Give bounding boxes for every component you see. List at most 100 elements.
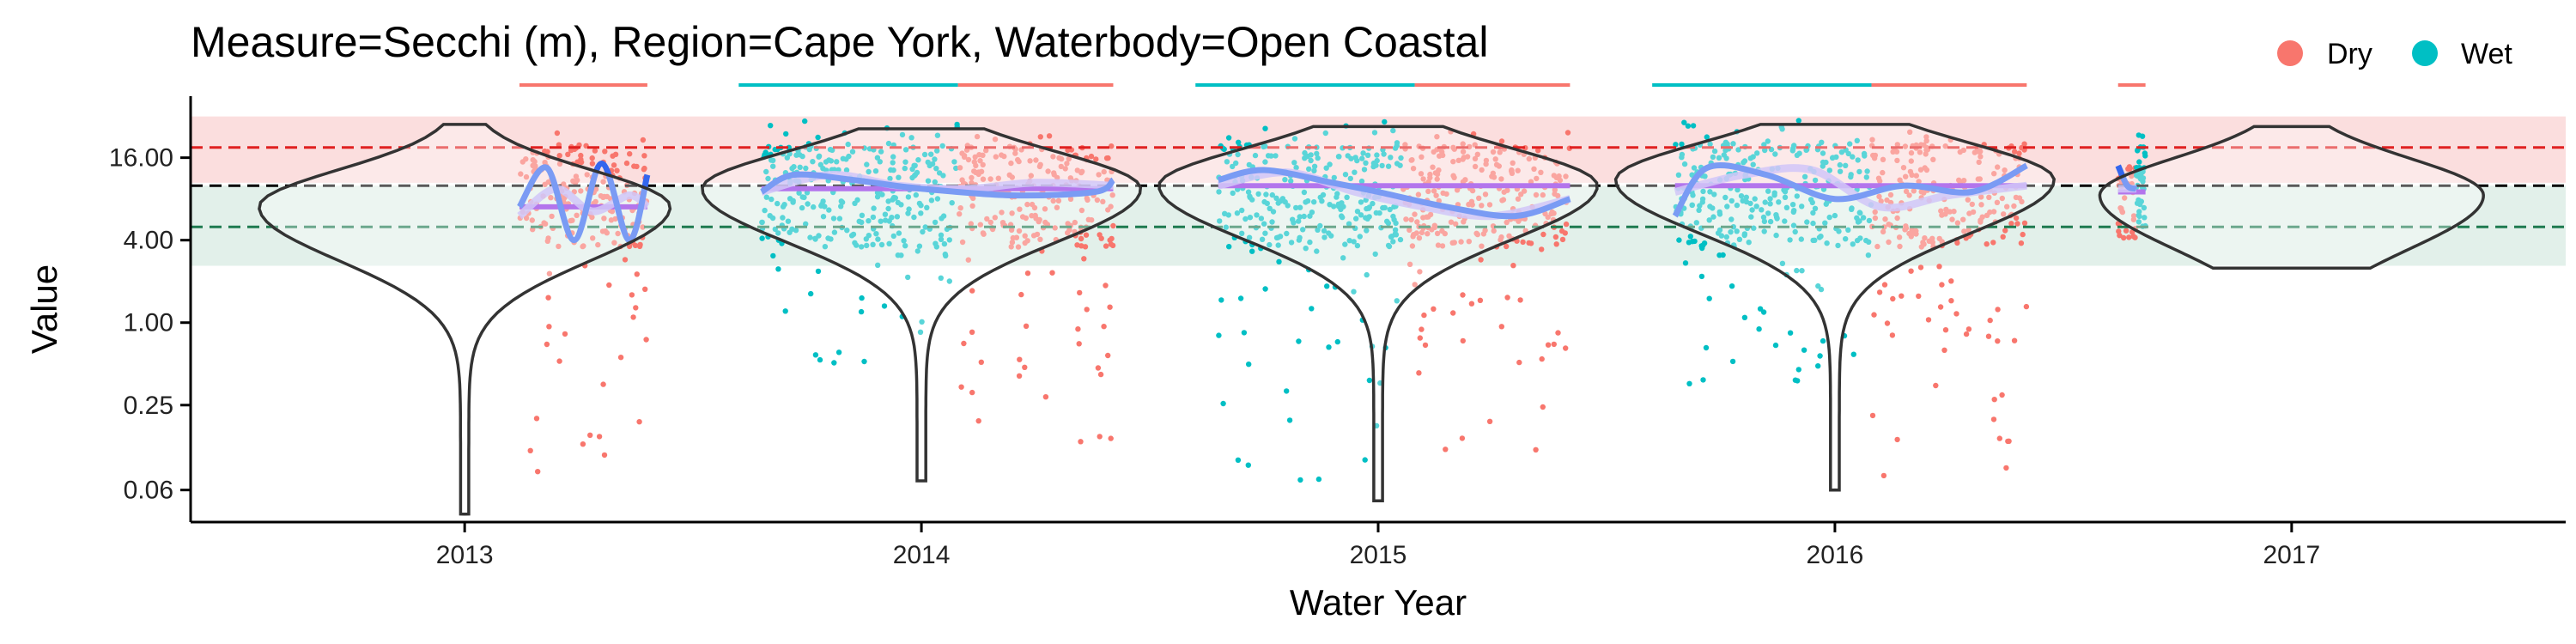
data-point-wet	[1762, 147, 1768, 154]
data-point-wet	[840, 155, 846, 161]
data-point-dry	[1480, 231, 1487, 237]
data-point-wet	[1351, 239, 1357, 245]
data-point-dry	[1498, 176, 1504, 182]
data-point-dry	[634, 271, 640, 277]
y-tick-label: 1.00	[124, 309, 173, 337]
data-point-wet	[820, 214, 827, 220]
data-point-dry	[1027, 158, 1033, 164]
data-point-dry	[1504, 295, 1510, 301]
data-point-dry	[1978, 202, 1984, 208]
data-point-wet	[2136, 213, 2142, 220]
data-point-dry	[1450, 310, 1456, 316]
data-point-wet	[928, 197, 935, 204]
data-point-wet	[1246, 361, 1252, 368]
data-point-dry	[574, 177, 580, 184]
data-point-wet	[1707, 141, 1713, 148]
data-point-wet	[954, 121, 960, 128]
data-point-wet	[1225, 135, 1232, 141]
data-point-dry	[1538, 169, 1544, 175]
data-point-dry	[1903, 173, 1909, 179]
x-tick-label: 2017	[2263, 541, 2320, 569]
data-point-wet	[1284, 230, 1290, 237]
data-point-dry	[1880, 156, 1886, 162]
data-point-wet	[1297, 204, 1303, 210]
data-point-dry	[615, 230, 621, 237]
data-point-wet	[1792, 228, 1798, 235]
data-point-wet	[1736, 236, 1743, 242]
chart-title: Measure=Secchi (m), Region=Cape York, Wa…	[191, 18, 1488, 66]
violin-2015	[1157, 125, 1599, 503]
trend-line	[760, 171, 1115, 199]
data-point-dry	[1085, 216, 1092, 222]
data-point-dry	[1979, 214, 1985, 220]
data-point-dry	[1995, 164, 2001, 170]
data-point-wet	[1322, 130, 1329, 137]
data-point-dry	[1425, 231, 1431, 237]
data-point-dry	[2012, 149, 2018, 155]
data-point-dry	[1081, 256, 1087, 262]
data-point-dry	[1107, 237, 1113, 243]
data-point-dry	[1969, 201, 1975, 208]
data-point-wet	[781, 202, 787, 208]
data-point-wet	[1773, 232, 1779, 239]
data-point-dry	[1884, 197, 1890, 204]
data-point-wet	[1364, 228, 1370, 234]
data-point-dry	[1897, 177, 1903, 183]
data-point-wet	[1711, 191, 1717, 197]
data-point-wet	[896, 174, 902, 180]
data-point-dry	[1939, 212, 1945, 218]
data-point-wet	[763, 168, 769, 175]
data-point-wet	[1801, 347, 1807, 353]
data-point-dry	[1884, 320, 1891, 326]
data-point-dry	[1557, 177, 1564, 184]
data-point-dry	[2003, 465, 2009, 471]
data-point-dry	[1872, 215, 1879, 222]
data-point-dry	[1420, 215, 1426, 221]
data-point-wet	[1750, 161, 1756, 167]
data-point-dry	[1985, 333, 1992, 339]
data-point-wet	[775, 200, 781, 207]
data-point-dry	[1409, 157, 1415, 163]
data-point-dry	[1064, 161, 1070, 167]
data-point-wet	[1734, 228, 1740, 234]
data-point-wet	[878, 241, 885, 248]
data-point-dry	[535, 469, 541, 475]
data-point-dry	[1896, 234, 1903, 240]
data-point-wet	[1860, 215, 1867, 221]
data-point-dry	[1095, 365, 1102, 371]
data-point-wet	[1348, 155, 1354, 161]
data-point-wet	[2139, 133, 2146, 139]
data-point-dry	[2001, 211, 2007, 217]
data-point-dry	[1050, 197, 1056, 204]
data-point-dry	[1450, 159, 1456, 165]
data-point-dry	[1434, 171, 1441, 178]
data-point-wet	[1730, 224, 1737, 230]
data-point-dry	[1936, 264, 1942, 270]
data-point-wet	[835, 349, 842, 355]
data-point-wet	[896, 230, 902, 236]
data-point-wet	[1728, 229, 1734, 235]
data-point-wet	[940, 213, 947, 219]
data-point-dry	[519, 159, 526, 165]
data-point-dry	[1406, 261, 1413, 267]
data-point-dry	[556, 243, 562, 250]
data-point-wet	[1765, 210, 1771, 216]
data-point-wet	[1791, 208, 1797, 214]
data-point-dry	[580, 441, 586, 447]
data-point-wet	[1352, 155, 1358, 161]
data-point-dry	[1540, 404, 1546, 410]
data-point-dry	[1563, 345, 1569, 351]
data-point-dry	[1103, 283, 1109, 289]
data-point-dry	[1074, 242, 1080, 248]
data-point-wet	[874, 194, 881, 200]
data-point-dry	[2006, 438, 2012, 444]
data-point-dry	[1101, 168, 1107, 175]
data-point-dry	[1486, 418, 1493, 424]
data-point-dry	[995, 175, 1002, 181]
data-point-dry	[1555, 330, 1561, 336]
data-point-dry	[1540, 231, 1546, 238]
data-point-dry	[1937, 304, 1944, 310]
data-point-wet	[1789, 148, 1795, 154]
data-point-wet	[1743, 194, 1750, 200]
